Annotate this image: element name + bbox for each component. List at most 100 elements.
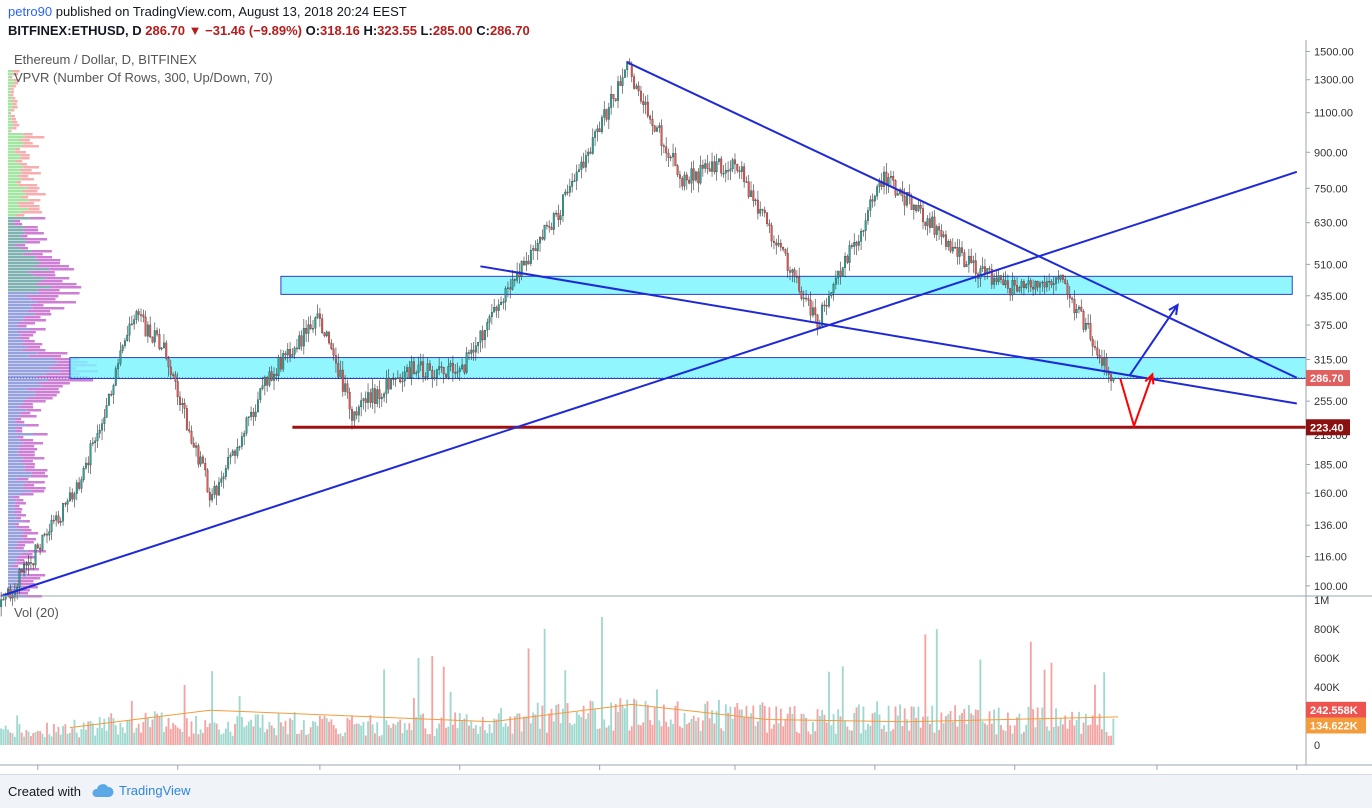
volume-bar (690, 719, 693, 745)
candle-body (557, 212, 560, 220)
candle-body (578, 169, 580, 173)
candle-body (240, 436, 243, 447)
candle-body (110, 394, 113, 396)
vpvr-row-up (8, 523, 15, 526)
candle-body (763, 209, 766, 214)
volume-ma-line (69, 703, 1118, 729)
vpvr-row-up (8, 487, 23, 490)
price-tick-label: 1500.00 (1314, 46, 1354, 58)
candle-body (80, 479, 83, 489)
candle-body (802, 297, 805, 300)
vpvr-row-up (8, 337, 20, 340)
volume-bar (451, 724, 454, 745)
candle-body (456, 371, 459, 374)
candle-body (525, 260, 528, 266)
candle-body (1022, 281, 1025, 289)
vpvr-row-down (21, 568, 40, 571)
vpvr-row-down (22, 520, 30, 523)
vpvr-row-up (8, 406, 19, 409)
candle-body (41, 534, 44, 550)
vpvr-row-down (20, 529, 32, 532)
volume-bars (0, 616, 1118, 745)
volume-bar (724, 704, 727, 745)
volume-bar (502, 726, 505, 745)
vpvr-row-down (17, 556, 35, 559)
candle-body (1110, 374, 1113, 382)
candle-body (1068, 294, 1071, 299)
volume-bar (1068, 719, 1071, 745)
high-key: H: (363, 23, 378, 38)
vpvr-row-up (8, 88, 12, 91)
candle-body (974, 260, 977, 275)
tradingview-link[interactable]: TradingView (90, 783, 191, 798)
volume-bar (839, 716, 842, 745)
vpvr-row-up (8, 97, 13, 100)
candle-body (293, 347, 296, 355)
volume-bar (798, 733, 801, 745)
vpvr-row-up (8, 319, 23, 322)
vpvr-row-down (21, 190, 38, 193)
volume-bar (105, 730, 108, 745)
candle-body (467, 352, 470, 354)
volume-bar (1045, 726, 1048, 745)
candle-body (1050, 281, 1053, 286)
volume-bar (562, 708, 564, 745)
vpvr-row-up (8, 499, 17, 502)
volume-bar (685, 724, 688, 745)
volume-bar (236, 716, 239, 745)
volume-bar (516, 713, 519, 745)
candle-body (140, 314, 142, 316)
vpvr-row-up (8, 493, 21, 496)
volume-bar (158, 716, 161, 745)
volume-bar (770, 728, 773, 745)
candle-body (68, 492, 71, 502)
candle-body (419, 361, 422, 366)
candle-body (1025, 284, 1028, 289)
vpvr-row-up (8, 481, 27, 484)
volume-bar (559, 723, 562, 745)
volume-bar (87, 721, 90, 745)
volume-bar (986, 724, 989, 745)
vpvr-row-down (16, 559, 25, 562)
candle-body (708, 168, 711, 172)
vpvr-row-up (8, 85, 12, 88)
volume-bar (598, 728, 601, 745)
candle-body (71, 492, 74, 500)
vpvr-row-up (8, 583, 20, 586)
volume-bar (406, 729, 408, 745)
vpvr-row-up (8, 433, 33, 436)
candle-body (167, 358, 170, 368)
volume-bar (227, 721, 230, 745)
author-link[interactable]: petro90 (8, 4, 53, 19)
vpvr-row-down (25, 466, 35, 469)
volume-bar (766, 732, 768, 745)
vpvr-row-up (8, 382, 39, 385)
volume-bar (341, 736, 344, 745)
volume-bar (213, 722, 216, 745)
volume-bar (167, 717, 170, 745)
volume-bar (94, 735, 97, 745)
vpvr-row-up (8, 517, 16, 520)
vpvr-row-up (8, 301, 37, 304)
volume-bar (546, 732, 548, 745)
candle-body (362, 398, 365, 401)
vpvr-row-down (21, 334, 34, 337)
vpvr-row-up (8, 457, 24, 460)
volume-bar (357, 723, 360, 745)
volume-bar (903, 708, 906, 745)
volume-bar (488, 724, 491, 745)
candle-body (642, 101, 645, 105)
candle-body (243, 433, 246, 437)
vpvr-row-down (17, 541, 34, 544)
volume-bar (681, 727, 684, 745)
vpvr-row-up (8, 295, 27, 298)
instrument-legend: Ethereum / Dollar, D, BITFINEX (14, 52, 197, 67)
candle-body (1011, 280, 1014, 296)
volume-bar (479, 726, 482, 745)
price-chart[interactable]: 1500.00 1300.00 1100.00 900.00 750.00 630.00 5… (0, 40, 1372, 774)
volume-bar (621, 705, 624, 745)
volume-bar (736, 702, 739, 745)
vpvr-row-up (8, 484, 24, 487)
low-key: L: (420, 23, 433, 38)
candle-body (681, 178, 684, 187)
